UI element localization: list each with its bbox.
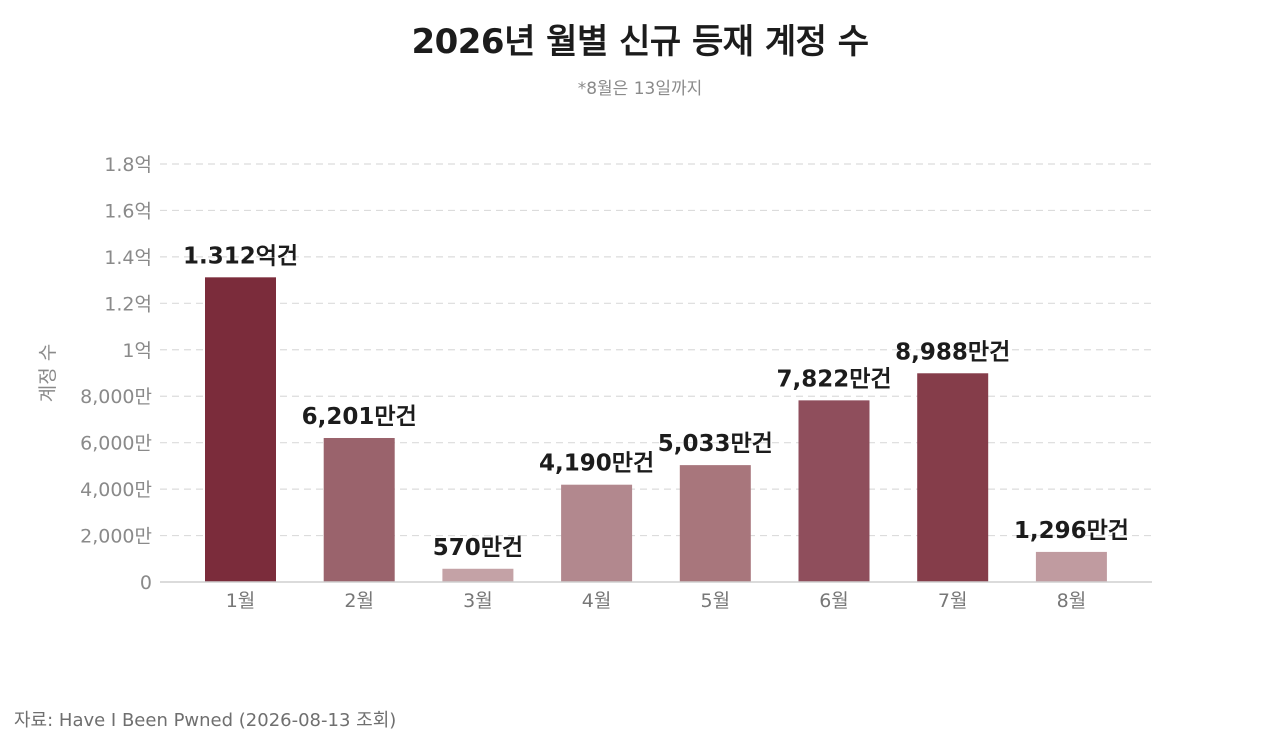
bar-value-label: 1.312억건	[183, 243, 298, 269]
chart-title: 2026년 월별 신규 등재 계정 수	[411, 22, 869, 62]
bar-7	[917, 373, 989, 582]
x-category-label: 1월	[226, 590, 256, 612]
bar-4	[561, 484, 633, 582]
x-category-label: 4월	[582, 590, 612, 612]
bar-value-label: 4,190만건	[539, 451, 654, 477]
bars	[205, 277, 1107, 582]
bar-5	[679, 465, 751, 582]
y-tick-label: 8,000만	[80, 386, 152, 408]
bar-value-label: 6,201만건	[302, 404, 417, 430]
y-tick-label: 6,000만	[80, 433, 152, 455]
x-category-label: 6월	[819, 590, 849, 612]
y-axis-ticks: 0 2,000만 4,000만 6,000만 8,000만 1억 1.2억 1.4억 1.6억 1…	[80, 154, 152, 594]
bar-value-label: 5,033만건	[658, 431, 773, 457]
bar-value-label: 8,988만건	[895, 339, 1010, 365]
bar-1	[205, 277, 276, 582]
x-axis-categories: 1월 2월 3월 4월 5월 6월 7월 8월	[226, 590, 1086, 612]
y-tick-label: 4,000만	[80, 479, 152, 501]
x-category-label: 3월	[463, 590, 493, 612]
y-tick-label: 1.8억	[104, 154, 152, 176]
bar-value-label: 1,296만건	[1014, 518, 1129, 544]
x-category-label: 2월	[344, 590, 374, 612]
y-tick-label: 2,000만	[80, 526, 152, 548]
bar-3	[442, 568, 514, 582]
x-category-label: 5월	[701, 590, 731, 612]
y-tick-label: 1.6억	[104, 200, 152, 222]
chart-subtitle: *8월은 13일까지	[577, 79, 703, 99]
x-category-label: 7월	[938, 590, 968, 612]
bar-chart: 0 2,000만 4,000만 6,000만 8,000만 1억 1.2억 1.4억 1.6억 1…	[37, 154, 1152, 612]
bar-2	[323, 437, 395, 582]
data-source-note: 자료: Have I Been Pwned (2026-08-13 조회)	[14, 710, 397, 731]
x-category-label: 8월	[1057, 590, 1087, 612]
bar-value-label: 7,822만건	[776, 366, 891, 392]
y-axis-title: 계정 수	[37, 344, 59, 402]
y-tick-label: 0	[140, 572, 152, 594]
y-tick-label: 1.4억	[104, 247, 152, 269]
bar-8	[1035, 551, 1107, 582]
y-tick-label: 1.2억	[104, 293, 152, 315]
y-tick-label: 1억	[122, 340, 152, 362]
bar-value-label: 570만건	[433, 535, 523, 561]
bar-6	[798, 400, 870, 582]
grid-lines	[160, 163, 1152, 537]
